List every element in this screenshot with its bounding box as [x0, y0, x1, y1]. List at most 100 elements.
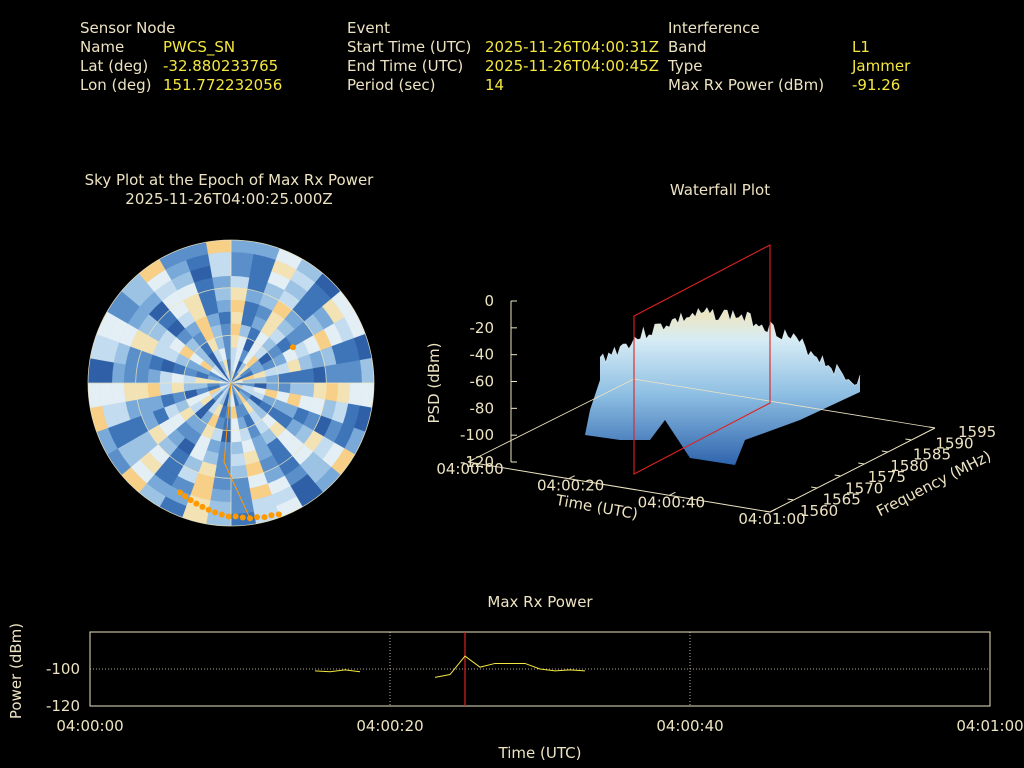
sky-heatmap-cell: [230, 464, 248, 479]
interference-power-label: Max Rx Power (dBm): [668, 76, 825, 94]
sky-heatmap-cell: [212, 275, 232, 290]
event-title: Event: [347, 19, 390, 37]
sensor-lon-value: 151.772232056: [163, 76, 283, 94]
waterfall-frequency-tick: [811, 486, 818, 489]
sky-heatmap-cell: [348, 382, 363, 406]
sky-heatmap-cell: [135, 366, 150, 384]
sky-heatmap-cell: [289, 370, 303, 384]
event-period-value: 14: [485, 76, 505, 94]
waterfall-time-ticks: 04:00:00 04:00:20 04:00:40 04:01:00: [436, 458, 806, 528]
sky-plot-subtitle: 2025-11-26T04:00:25.000Z: [125, 190, 333, 208]
waterfall-time-tick: [769, 508, 777, 513]
waterfall-frequency-tick-label: 1565: [823, 491, 861, 509]
waterfall-frequency-tick-label: 1585: [913, 446, 951, 464]
sky-satellite-point: [199, 503, 206, 510]
waterfall-back-left-edge: [467, 378, 635, 463]
sky-heatmap-cell: [147, 382, 161, 398]
sensor-name-value: PWCS_SN: [163, 38, 236, 56]
power-y-tick-label: -100: [46, 660, 80, 678]
sky-plot-title: Sky Plot at the Epoch of Max Rx Power: [84, 171, 374, 189]
sky-heatmap-cell: [88, 357, 103, 384]
waterfall-frequency-tick-label: 1570: [845, 479, 883, 497]
power-series-line: [314, 655, 586, 678]
power-plot-x-ticks: 04:00:00 04:00:20 04:00:40 04:01:00: [56, 717, 1023, 735]
waterfall-back-edge: [633, 378, 936, 429]
sky-heatmap-cell: [218, 311, 232, 325]
power-x-tick-label: 04:00:40: [656, 717, 723, 735]
sky-heatmap-cell: [230, 429, 242, 443]
waterfall-cursor-plane: [633, 244, 771, 475]
power-x-tick-label: 04:01:00: [956, 717, 1023, 735]
interference-power-value: -91.26: [852, 76, 901, 94]
waterfall-time-tick-label: 04:01:00: [738, 510, 805, 528]
sky-heatmap-cell: [312, 366, 327, 384]
sky-heatmap-cell: [230, 275, 250, 290]
sensor-lon-label: Lon (deg): [80, 76, 152, 94]
sky-satellite-point: [218, 511, 225, 518]
waterfall-z-label: PSD (dBm): [425, 342, 443, 423]
sky-plot-heatmap: [88, 240, 374, 526]
sky-heatmap-cell: [111, 382, 126, 404]
interference-title: Interference: [668, 19, 760, 37]
waterfall-time-label: Time (UTC): [553, 491, 639, 523]
power-x-tick-label: 04:00:20: [356, 717, 423, 735]
waterfall-time-tick: [568, 475, 575, 480]
sky-heatmap-cell: [210, 263, 232, 278]
sky-satellite-point: [176, 489, 183, 496]
sky-heatmap-cell: [230, 453, 246, 467]
waterfall-z-tick-label: -20: [470, 319, 495, 337]
interference-band-value: L1: [852, 38, 870, 56]
sky-satellite-point: [232, 513, 239, 520]
sky-satellite-point: [254, 514, 261, 521]
waterfall-time-tick: [669, 491, 676, 496]
sky-satellite-point: [239, 514, 246, 521]
power-x-tick-label: 04:00:00: [56, 717, 123, 735]
waterfall-frequency-tick-label: 1560: [800, 502, 838, 520]
sky-heatmap-cell: [212, 476, 232, 491]
power-y-tick-label: -120: [46, 697, 80, 715]
waterfall-frequency-tick-label: 1595: [958, 423, 996, 441]
event-start-label: Start Time (UTC): [347, 38, 472, 56]
sky-satellite-point: [275, 511, 282, 518]
max-rx-power-chart: 04:00:00 04:00:20 04:00:40 04:01:00 -100 -12…: [7, 623, 1024, 762]
power-plot-y-label: Power (dBm): [7, 623, 25, 719]
sky-heatmap-cell: [99, 360, 114, 384]
sky-heatmap-cell: [359, 357, 374, 384]
event-start-value: 2025-11-26T04:00:31Z: [485, 38, 659, 56]
waterfall-plot: 0-20-40-60-80-100-120 04:00:0004:00:2004…: [425, 244, 996, 528]
waterfall-time-tick-label: 04:00:00: [436, 460, 503, 478]
waterfall-frequency-tick-label: 1580: [890, 457, 928, 475]
sky-heatmap-cell: [208, 500, 232, 515]
waterfall-frequency-tick: [881, 450, 888, 453]
waterfall-frequency-tick-label: 1575: [868, 468, 906, 486]
sky-satellite-point: [261, 514, 268, 521]
interference-type-value: Jammer: [852, 57, 911, 75]
sky-heatmap-cell: [99, 382, 114, 406]
sensor-name-label: Name: [80, 38, 125, 56]
waterfall-frequency-tick: [928, 426, 936, 429]
sky-satellite-track: [223, 382, 251, 519]
sky-heatmap-cell: [230, 263, 252, 278]
sky-heatmap-cell: [208, 251, 232, 266]
sky-heatmap-cell: [205, 240, 232, 255]
sky-heatmap-cell: [230, 287, 248, 302]
waterfall-z-tick-label: -120: [460, 453, 494, 471]
sky-heatmap-cell: [336, 362, 351, 384]
waterfall-z-tick-label: 0: [484, 292, 494, 310]
waterfall-frequency-tick: [858, 462, 865, 465]
waterfall-frequency-axis: [769, 427, 936, 513]
waterfall-plot-title: Waterfall Plot: [669, 181, 771, 199]
waterfall-time-tick-label: 04:00:40: [638, 493, 705, 511]
sky-satellite-point: [212, 509, 219, 516]
sky-heatmap-cell: [312, 382, 327, 400]
waterfall-z-tick-label: -80: [470, 399, 495, 417]
waterfall-z-tick-label: -40: [470, 346, 495, 364]
waterfall-z-tick-label: -100: [460, 426, 494, 444]
sky-heatmap-cell: [230, 251, 254, 266]
waterfall-frequency-tick: [905, 438, 912, 441]
waterfall-frequency-tick: [834, 474, 841, 477]
sky-satellite-point: [268, 512, 275, 519]
sky-satellite-points: [176, 344, 296, 522]
